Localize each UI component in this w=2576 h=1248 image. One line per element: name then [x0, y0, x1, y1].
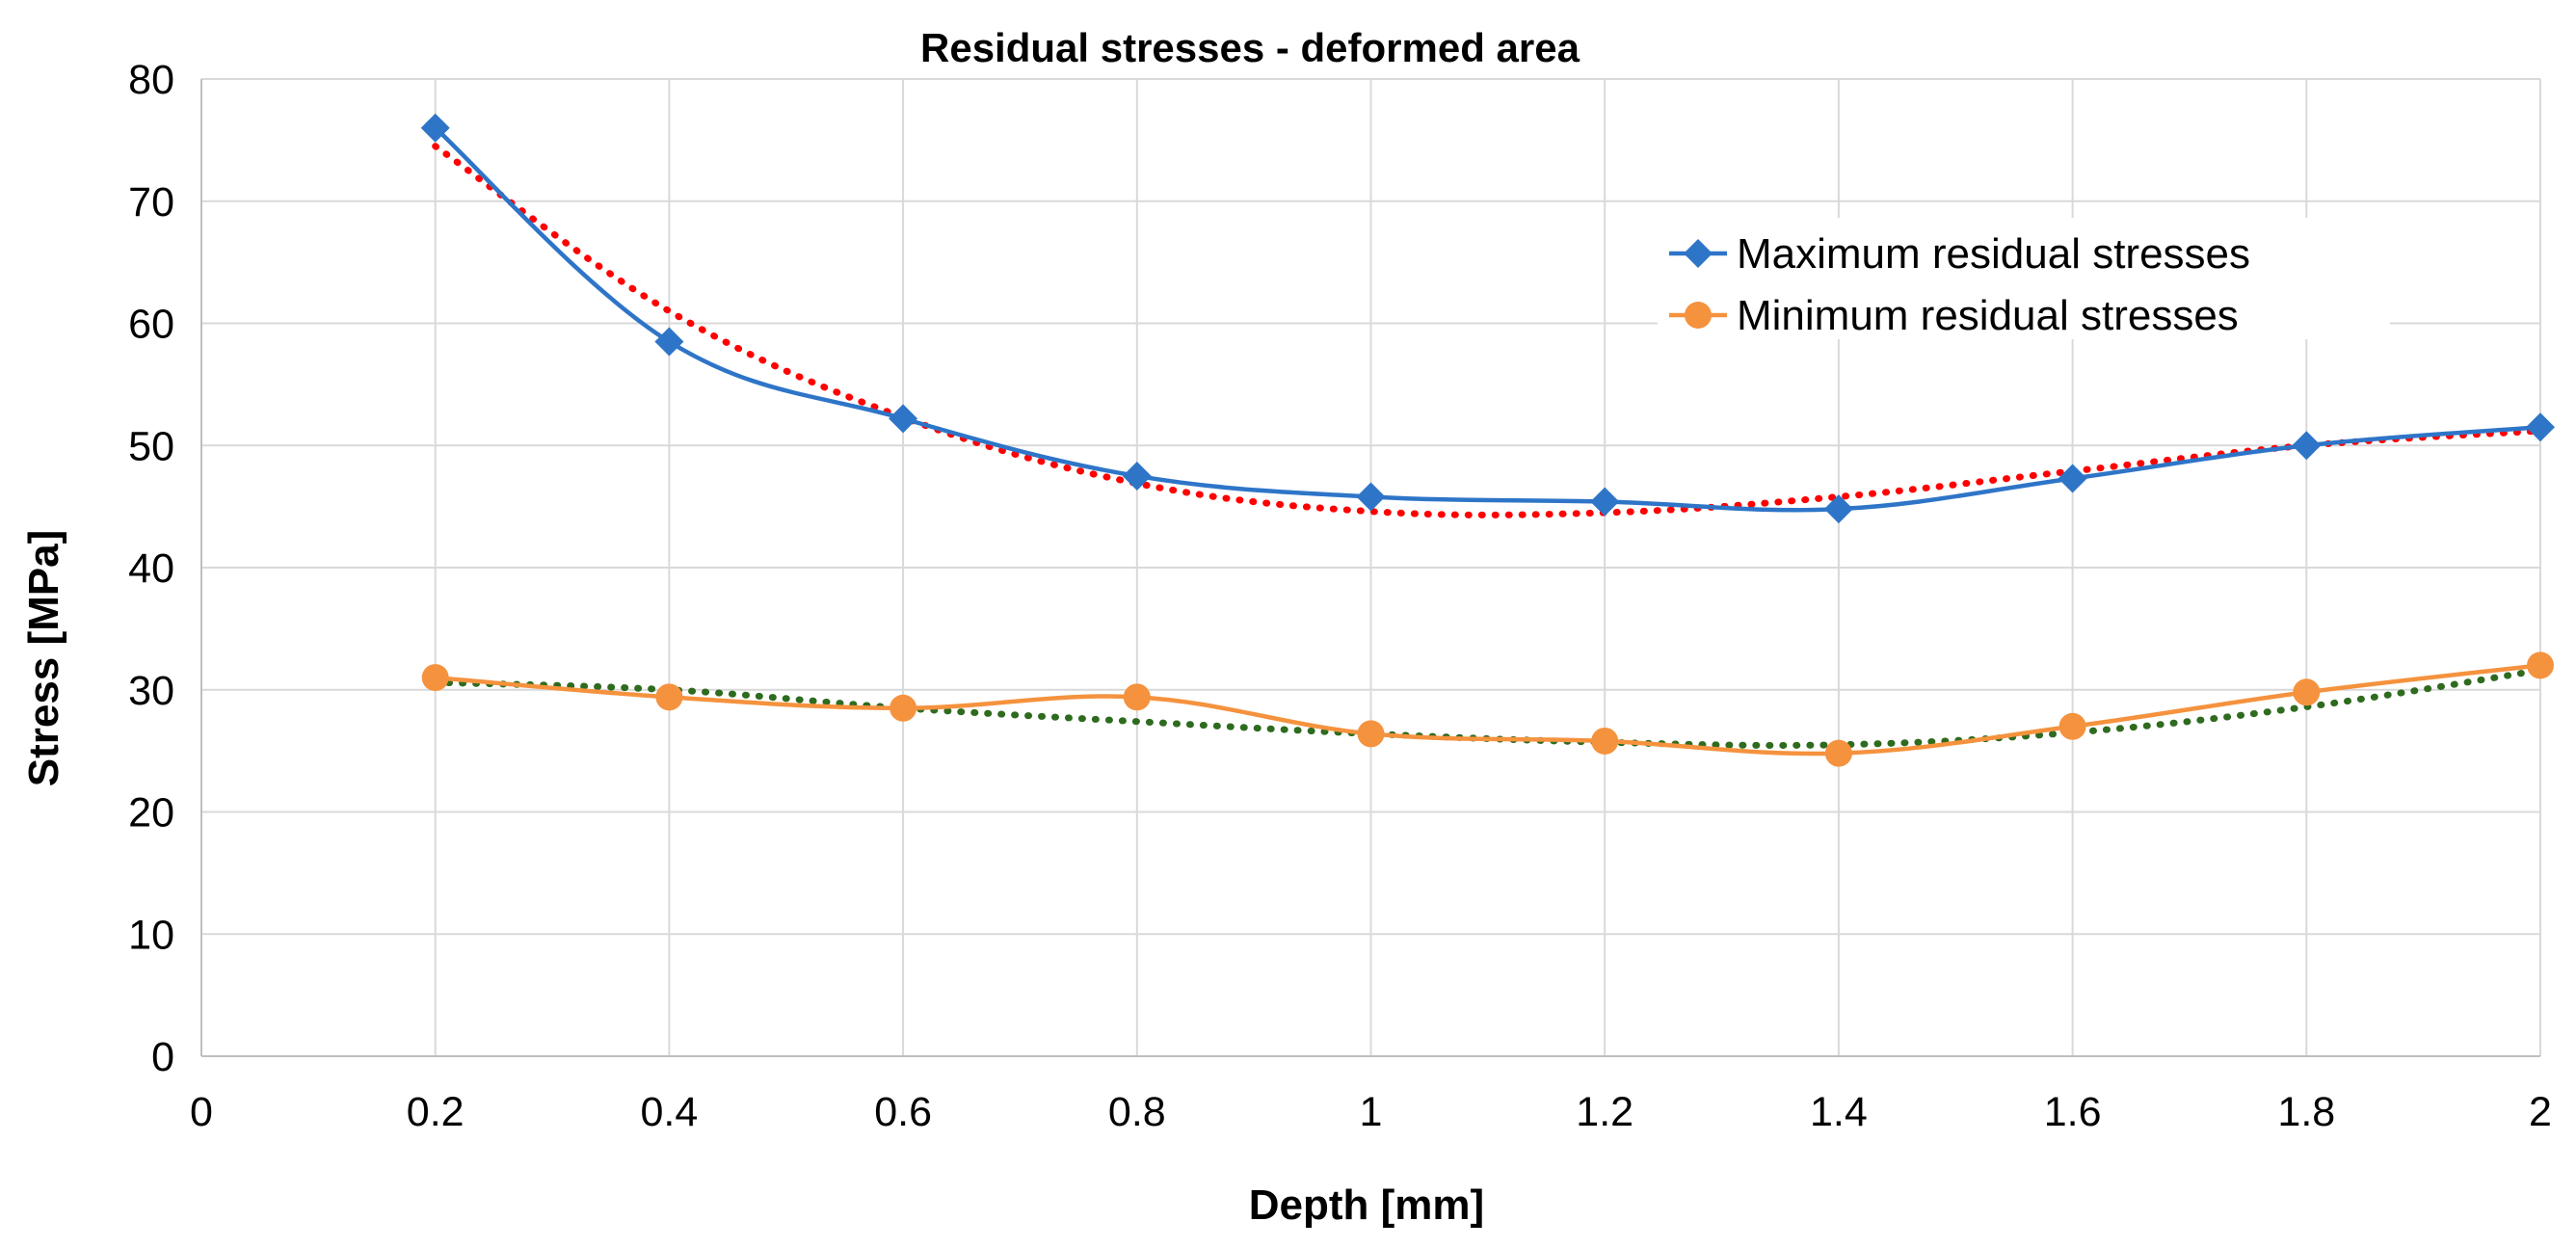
data-point-maximum	[1590, 487, 1620, 517]
y-tick-label: 10	[128, 912, 174, 958]
series-line-maximum	[434, 126, 2541, 513]
x-tick-label: 0.2	[407, 1089, 465, 1135]
series-minimum	[421, 651, 2554, 767]
x-tick-label: 0.8	[1108, 1089, 1166, 1135]
data-point-minimum	[2527, 651, 2554, 679]
x-tick-label: 0	[190, 1089, 213, 1135]
x-tick-label: 0.4	[641, 1089, 699, 1135]
legend-marker-maximum	[1684, 239, 1713, 268]
axes	[200, 79, 2540, 1057]
y-tick-label: 50	[128, 423, 174, 469]
data-point-maximum	[2292, 431, 2322, 461]
trendline-maximum	[432, 143, 2544, 518]
x-tick-label: 1.2	[1576, 1089, 1633, 1135]
y-tick-label: 0	[151, 1034, 174, 1080]
x-tick-label: 0.6	[874, 1089, 932, 1135]
series	[420, 113, 2555, 767]
series-line-minimum	[435, 663, 2541, 757]
data-point-maximum	[889, 404, 918, 434]
legend-marker-minimum	[1685, 302, 1712, 329]
data-point-minimum	[2293, 678, 2321, 706]
x-tick-label: 1.4	[1810, 1089, 1868, 1135]
chart-title: Residual stresses - deformed area	[920, 25, 1580, 70]
series-maximum	[420, 113, 2555, 524]
data-point-minimum	[655, 683, 683, 711]
legend-item-minimum: Minimum residual stresses	[1669, 292, 2239, 339]
legend-label-minimum: Minimum residual stresses	[1737, 292, 2239, 339]
y-tick-label: 20	[128, 790, 174, 836]
gridlines	[201, 78, 2541, 1056]
data-point-minimum	[890, 694, 917, 722]
data-point-minimum	[1357, 720, 1385, 748]
data-point-minimum	[1824, 739, 1852, 767]
y-tick-label: 40	[128, 545, 174, 592]
y-tick-label: 70	[128, 179, 174, 226]
data-point-maximum	[2526, 412, 2555, 442]
data-point-maximum	[1823, 494, 1853, 524]
x-tick-label: 1.8	[2277, 1089, 2335, 1135]
data-point-minimum	[2058, 712, 2086, 740]
legend: Maximum residual stresses Minimum residua…	[1658, 218, 2390, 339]
data-point-minimum	[1591, 727, 1619, 755]
y-tick-label: 80	[128, 57, 174, 103]
trendline-minimum	[432, 666, 2544, 749]
data-point-maximum	[420, 113, 450, 143]
y-axis-title: Stress [MPa]	[20, 530, 67, 787]
x-tick-label: 1	[1360, 1089, 1383, 1135]
legend-background	[1658, 218, 2390, 339]
data-point-maximum	[654, 327, 684, 357]
data-point-minimum	[421, 664, 449, 692]
data-point-maximum	[1356, 482, 1386, 512]
data-point-maximum	[2058, 464, 2087, 493]
y-tick-label: 30	[128, 668, 174, 714]
data-point-minimum	[1123, 683, 1151, 711]
tick-labels: 0 10 20 30 40 50 60 70 80 0 0.2 0.4 0.6 0.8 1 1.2 1.4 1.6…	[128, 57, 2552, 1135]
x-axis-title: Depth [mm]	[1249, 1182, 1484, 1229]
legend-label-maximum: Maximum residual stresses	[1737, 230, 2250, 278]
data-point-maximum	[1122, 461, 1152, 491]
x-tick-label: 1.6	[2044, 1089, 2102, 1135]
legend-item-maximum: Maximum residual stresses	[1669, 230, 2250, 278]
x-tick-label: 2	[2529, 1089, 2552, 1135]
y-tick-label: 60	[128, 302, 174, 348]
